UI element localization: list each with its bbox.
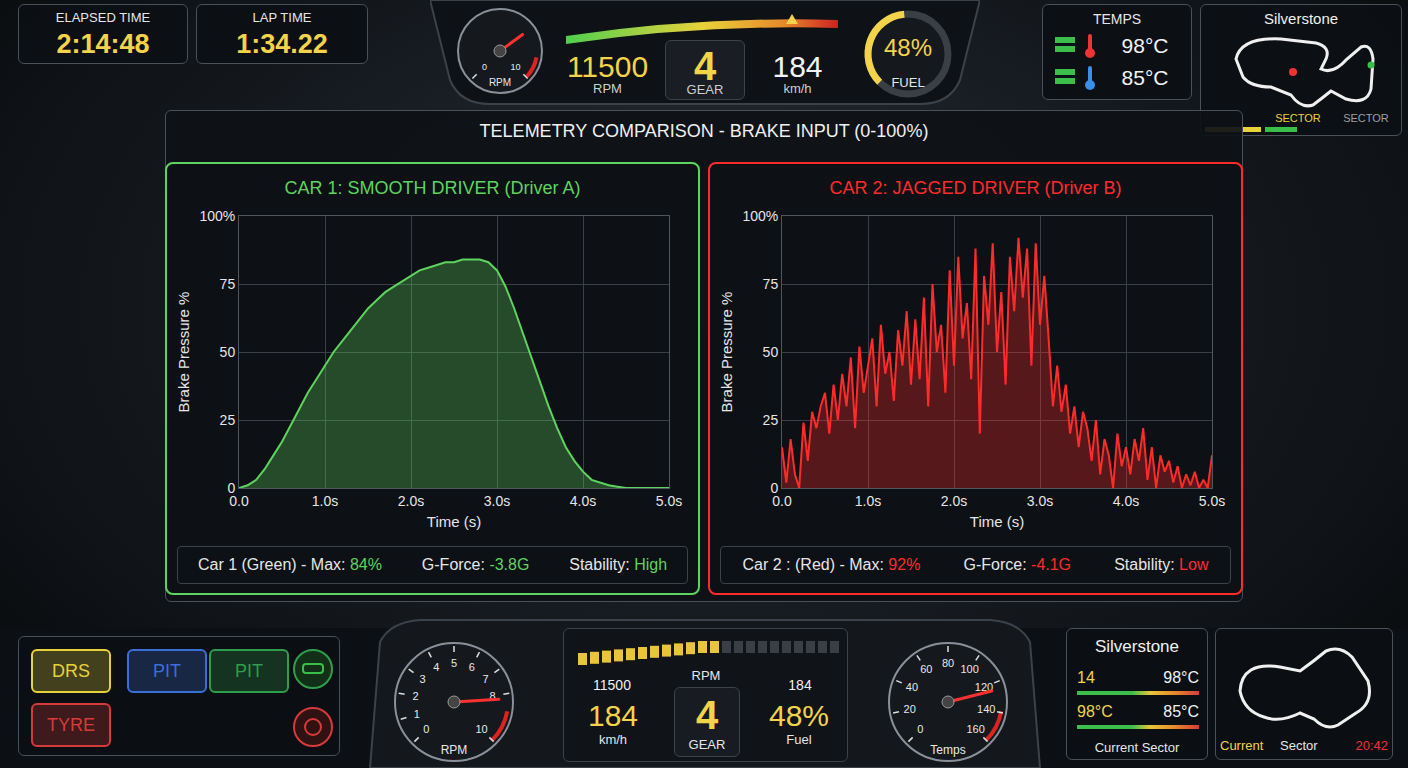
svg-text:Temps: Temps [930,743,965,757]
html-text:PIT: PIT [153,661,181,681]
svg-text:6: 6 [469,661,475,673]
html-text:85°C: 85°C [1163,703,1199,720]
svg-text:140: 140 [977,703,995,715]
svg-text:Time (s): Time (s) [427,513,481,530]
html-text:RPM: RPM [593,81,622,96]
svg-text:3.0s: 3.0s [484,493,510,509]
svg-text:7: 7 [482,673,488,685]
svg-text:100: 100 [960,663,978,675]
html-text:DRS: DRS [52,661,90,681]
html-text:TELEMETRY COMPARISON - BRAKE I: TELEMETRY COMPARISON - BRAKE INPUT (0-10… [479,121,929,141]
html-text:TYRE: TYRE [47,715,95,735]
html-text:Silverstone: Silverstone [1263,10,1339,27]
svg-text:100%: 100% [199,208,235,224]
svg-text:80: 80 [942,657,954,669]
svg-text:40: 40 [906,681,918,693]
html-text:G-Force: -4.1G: G-Force: -4.1G [963,556,1072,573]
html-text:4: 4 [693,44,717,88]
svg-text:100%: 100% [742,208,778,224]
html-text:184: 184 [788,677,812,693]
html-text:Sector: Sector [1280,738,1318,753]
svg-text:4.0s: 4.0s [1113,493,1139,509]
html-text:GEAR: GEAR [686,82,724,97]
html-text:PIT: PIT [235,661,263,681]
html-text:184: 184 [588,699,638,732]
svg-text:2: 2 [412,690,418,702]
html-text:1:34.22: 1:34.22 [236,29,328,59]
svg-text:0: 0 [482,62,487,72]
svg-text:Time (s): Time (s) [970,513,1024,530]
html-text:98°C: 98°C [1163,669,1199,686]
svg-text:1.0s: 1.0s [855,493,881,509]
html-text:Stability: Low: Stability: Low [1114,556,1209,573]
svg-text:75: 75 [220,276,236,292]
html-text:RPM: RPM [691,668,721,683]
svg-text:10: 10 [475,723,487,735]
html-text:ELAPSED TIME: ELAPSED TIME [55,10,151,25]
svg-text:Brake Pressure %: Brake Pressure % [718,292,735,413]
svg-text:160: 160 [966,723,984,735]
html-text:SECTOR: SECTOR [1343,112,1389,124]
svg-text:Brake Pressure %: Brake Pressure % [175,292,192,413]
svg-text:2.0s: 2.0s [398,493,424,509]
html-text:20:42: 20:42 [1355,738,1388,753]
svg-text:1: 1 [414,708,420,720]
svg-text:20: 20 [904,703,916,715]
svg-text:8: 8 [489,689,496,702]
svg-text:60: 60 [920,663,932,675]
html-text:FUEL: FUEL [891,75,925,90]
svg-text:4: 4 [433,661,439,673]
html-text:11500: 11500 [593,677,631,693]
svg-text:0: 0 [770,480,778,496]
svg-text:10: 10 [511,62,521,72]
svg-text:0: 0 [227,480,235,496]
html-text:Fuel: Fuel [786,732,812,747]
svg-text:5.0s: 5.0s [1199,493,1225,509]
svg-text:RPM: RPM [489,77,511,88]
svg-text:RPM: RPM [441,743,468,757]
svg-text:75: 75 [763,276,779,292]
html-text:Stability: High: Stability: High [569,556,668,573]
html-text:G-Force: -3.8G: G-Force: -3.8G [421,556,530,573]
svg-text:0: 0 [423,723,429,735]
svg-text:1.0s: 1.0s [312,493,338,509]
html-text:Car 2 : (Red) - Max: 92%: Car 2 : (Red) - Max: 92% [742,556,921,573]
svg-text:5.0s: 5.0s [656,493,682,509]
html-text:CAR 1: SMOOTH DRIVER (Driver A: CAR 1: SMOOTH DRIVER (Driver A) [284,178,581,198]
html-text:85°C: 85°C [1121,66,1169,89]
html-text:Car 1 (Green) - Max: 84%: Car 1 (Green) - Max: 84% [197,556,382,573]
svg-text:120: 120 [974,680,994,693]
html-text:98°C: 98°C [1121,34,1169,57]
html-text:LAP TIME: LAP TIME [252,10,312,25]
html-text:11500: 11500 [566,50,649,83]
html-text:km/h: km/h [598,732,628,747]
svg-text:0: 0 [917,723,923,735]
svg-text:3: 3 [419,673,425,685]
svg-text:50: 50 [763,344,779,360]
html-text:Silverstone: Silverstone [1094,637,1179,656]
html-text:4: 4 [695,693,719,737]
html-text:14: 14 [1077,669,1095,686]
html-text:SECTOR: SECTOR [1275,112,1321,124]
html-text:Current: Current [1220,738,1264,753]
html-text:CAR 2: JAGGED DRIVER (Driver B: CAR 2: JAGGED DRIVER (Driver B) [829,178,1122,198]
svg-text:3.0s: 3.0s [1027,493,1053,509]
svg-text:0.0: 0.0 [229,493,249,509]
html-text:TEMPS: TEMPS [1092,11,1142,27]
html-text:48%: 48% [769,699,829,732]
html-text:2:14:48: 2:14:48 [56,29,150,59]
html-text:184: 184 [772,50,823,83]
svg-text:4.0s: 4.0s [570,493,596,509]
svg-text:5: 5 [451,657,457,669]
html-text:GEAR: GEAR [688,737,726,752]
svg-text:0.0: 0.0 [772,493,792,509]
svg-text:25: 25 [763,412,779,428]
svg-text:25: 25 [220,412,236,428]
html-text:km/h: km/h [783,81,812,96]
html-text:48%: 48% [884,34,932,61]
svg-text:50: 50 [220,344,236,360]
html-text:Current Sector: Current Sector [1094,740,1180,755]
svg-text:2.0s: 2.0s [941,493,967,509]
html-text:98°C: 98°C [1077,703,1113,720]
